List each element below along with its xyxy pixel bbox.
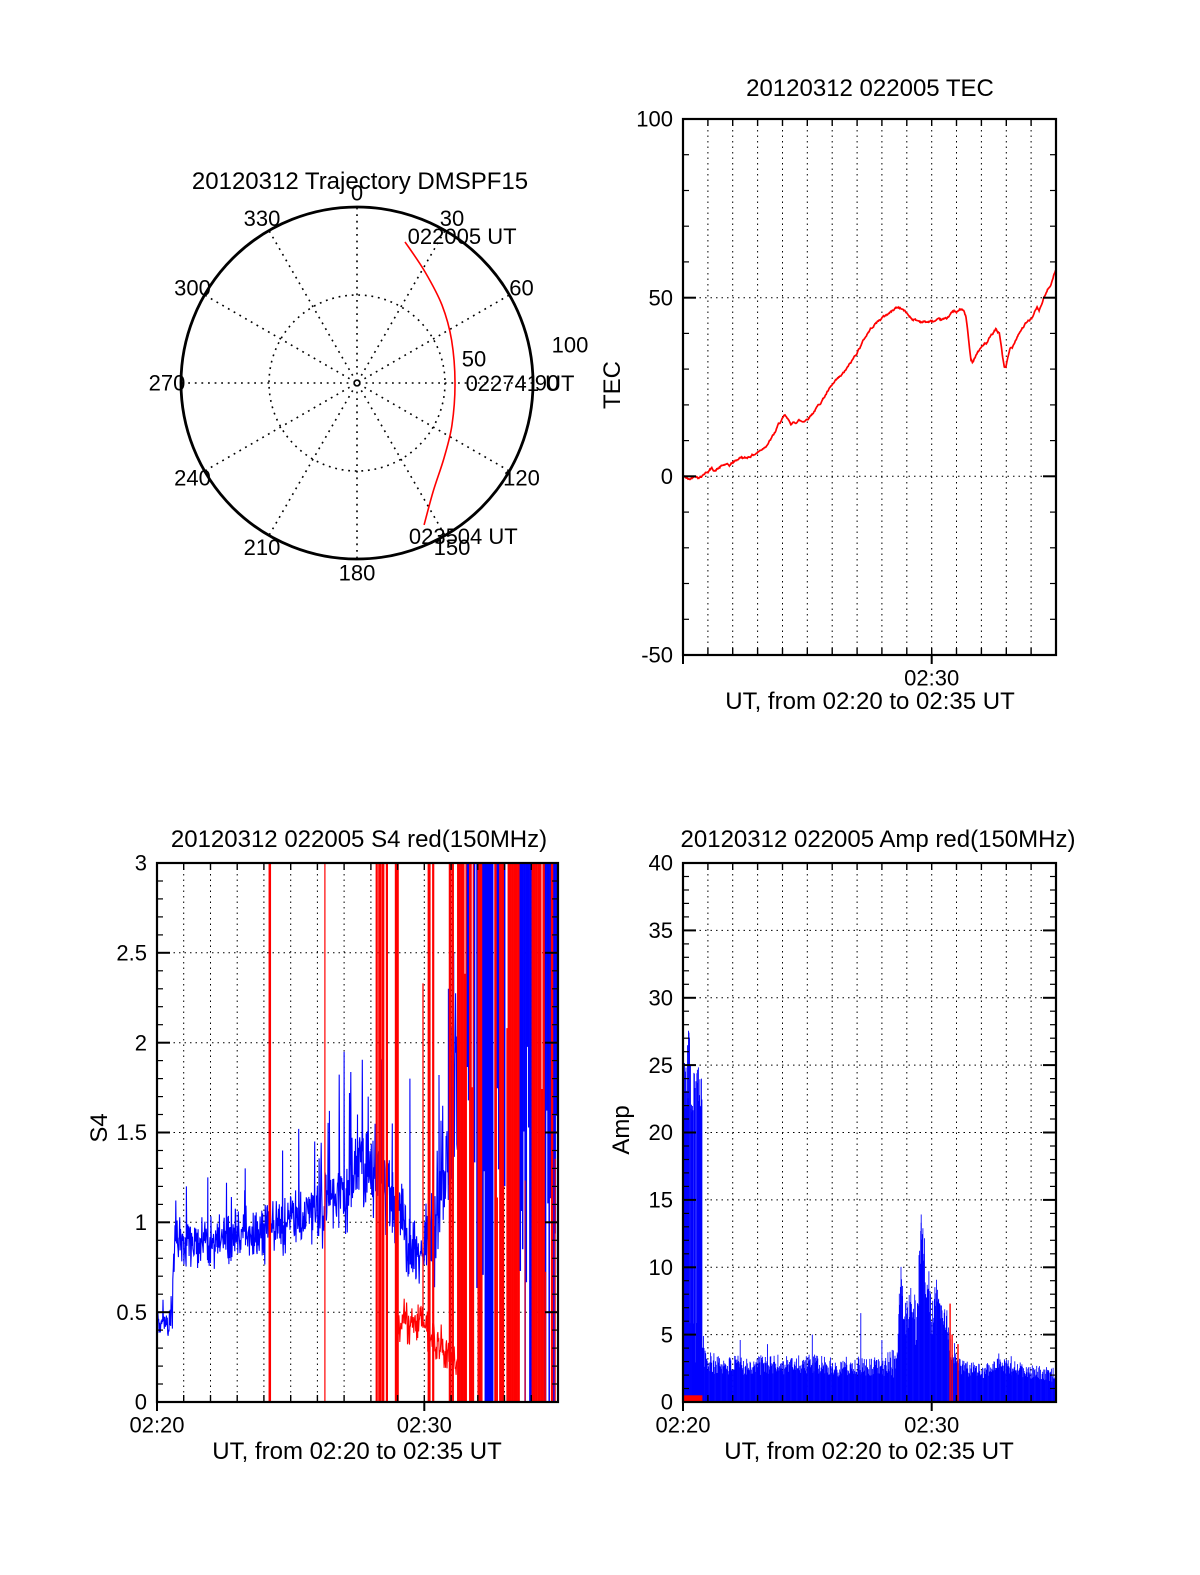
tec-ytick-label: -50: [641, 643, 673, 668]
polar-angle-tick-label: 150: [434, 535, 471, 560]
polar-angle-tick-label: 300: [174, 276, 211, 301]
s4-ytick-label: 2: [135, 1030, 147, 1055]
amp-ytick-label: 10: [649, 1255, 673, 1280]
s4-ytick-label: 3: [135, 851, 147, 876]
trajectory-annotation-middle: 022741 UT: [465, 371, 575, 397]
polar-radial-tick-label: 50: [462, 347, 486, 372]
amp-frame: [681, 861, 1058, 1411]
s4-ytick-label: 0: [135, 1390, 147, 1415]
polar-radial-tick-label: 100: [552, 333, 589, 358]
s4-ytick-label: 0.5: [116, 1300, 147, 1325]
polar-angle-tick-label: 120: [503, 466, 540, 491]
tec-frame: [681, 117, 1058, 664]
polar-plot-title: 20120312 Trajectory DMSPF15: [191, 168, 529, 195]
tec-grid: [683, 119, 1056, 655]
s4-ytick-label: 2.5: [116, 941, 147, 966]
s4-tick-labels: 0 0.5 1 1.5 2 2.5 3 02:20 02:30: [116, 851, 451, 1438]
polar-angle-tick-label: 90: [535, 371, 559, 396]
tec-ytick-label: 50: [649, 285, 673, 310]
amp-plot-title: 20120312 022005 Amp red(150MHz): [680, 826, 1076, 853]
polar-angle-tick-label: 0: [351, 181, 363, 206]
s4-ytick-label: 1.5: [116, 1120, 147, 1145]
tec-ytick-label: 0: [661, 464, 673, 489]
s4-xtick-label: 02:30: [397, 1413, 452, 1438]
tec-tick-labels: -50 0 50 100 02:30: [636, 107, 959, 691]
tec-series: [682, 269, 1057, 481]
tec-plot-title: 20120312 022005 TEC: [746, 75, 994, 102]
s4-yaxis-label: S4: [86, 1113, 113, 1143]
amp-ytick-label: 30: [649, 986, 673, 1011]
trajectory-annotation-start: 022005 UT: [407, 223, 517, 249]
s4-saturated-bars: [457, 863, 559, 1402]
s4-frame: [155, 861, 560, 1411]
polar-angle-tick-label: 30: [440, 206, 464, 231]
polar-trajectory: [404, 241, 456, 526]
polar-angle-tick-label: 60: [509, 276, 533, 301]
amp-ytick-label: 20: [649, 1120, 673, 1145]
amp-ytick-label: 25: [649, 1053, 673, 1078]
amp-ytick-label: 35: [649, 918, 673, 943]
amp-tick-labels: 0 5 10 15 20 25 30 35 40 02:20 02:30: [649, 851, 960, 1438]
amp-xtick-label: 02:30: [904, 1413, 959, 1438]
polar-grid: [179, 205, 535, 561]
amp-yaxis-label: Amp: [608, 1105, 635, 1155]
amp-red-series: [683, 1303, 959, 1402]
s4-plot-title: 20120312 022005 S4 red(150MHz): [170, 826, 548, 853]
s4-ytick-label: 1: [135, 1210, 147, 1235]
polar-angle-tick-label: 270: [149, 371, 186, 396]
amp-xtick-label: 02:20: [655, 1413, 710, 1438]
amp-blue-series: [682, 1030, 1057, 1402]
s4-xtick-label: 02:20: [129, 1413, 184, 1438]
amp-ytick-label: 0: [661, 1390, 673, 1415]
s4-xaxis-label: UT, from 02:20 to 02:35 UT: [212, 1438, 502, 1465]
tec-xtick-label: 02:30: [904, 666, 959, 691]
polar-angle-tick-label: 180: [339, 561, 376, 586]
amp-xaxis-label: UT, from 02:20 to 02:35 UT: [724, 1438, 1014, 1465]
amp-ytick-label: 15: [649, 1188, 673, 1213]
polar-angle-tick-label: 210: [244, 535, 281, 560]
trajectory-annotation-end: 023504 UT: [408, 523, 518, 549]
s4-blue-series: [156, 862, 460, 1336]
tec-yaxis-label: TEC: [599, 361, 626, 409]
tec-xaxis-label: UT, from 02:20 to 02:35 UT: [725, 688, 1015, 715]
polar-angle-tick-label: 240: [174, 466, 211, 491]
amp-grid: [683, 863, 1056, 1402]
tec-ytick-label: 100: [636, 107, 673, 132]
s4-red-series: [268, 863, 459, 1402]
amp-ytick-label: 5: [661, 1322, 673, 1347]
polar-angle-tick-label: 330: [244, 206, 281, 231]
polar-angle-labels: 0 30 60 90 120 150 180 210 240 270 300 330 50 100: [149, 181, 589, 586]
amp-ytick-label: 40: [649, 851, 673, 876]
